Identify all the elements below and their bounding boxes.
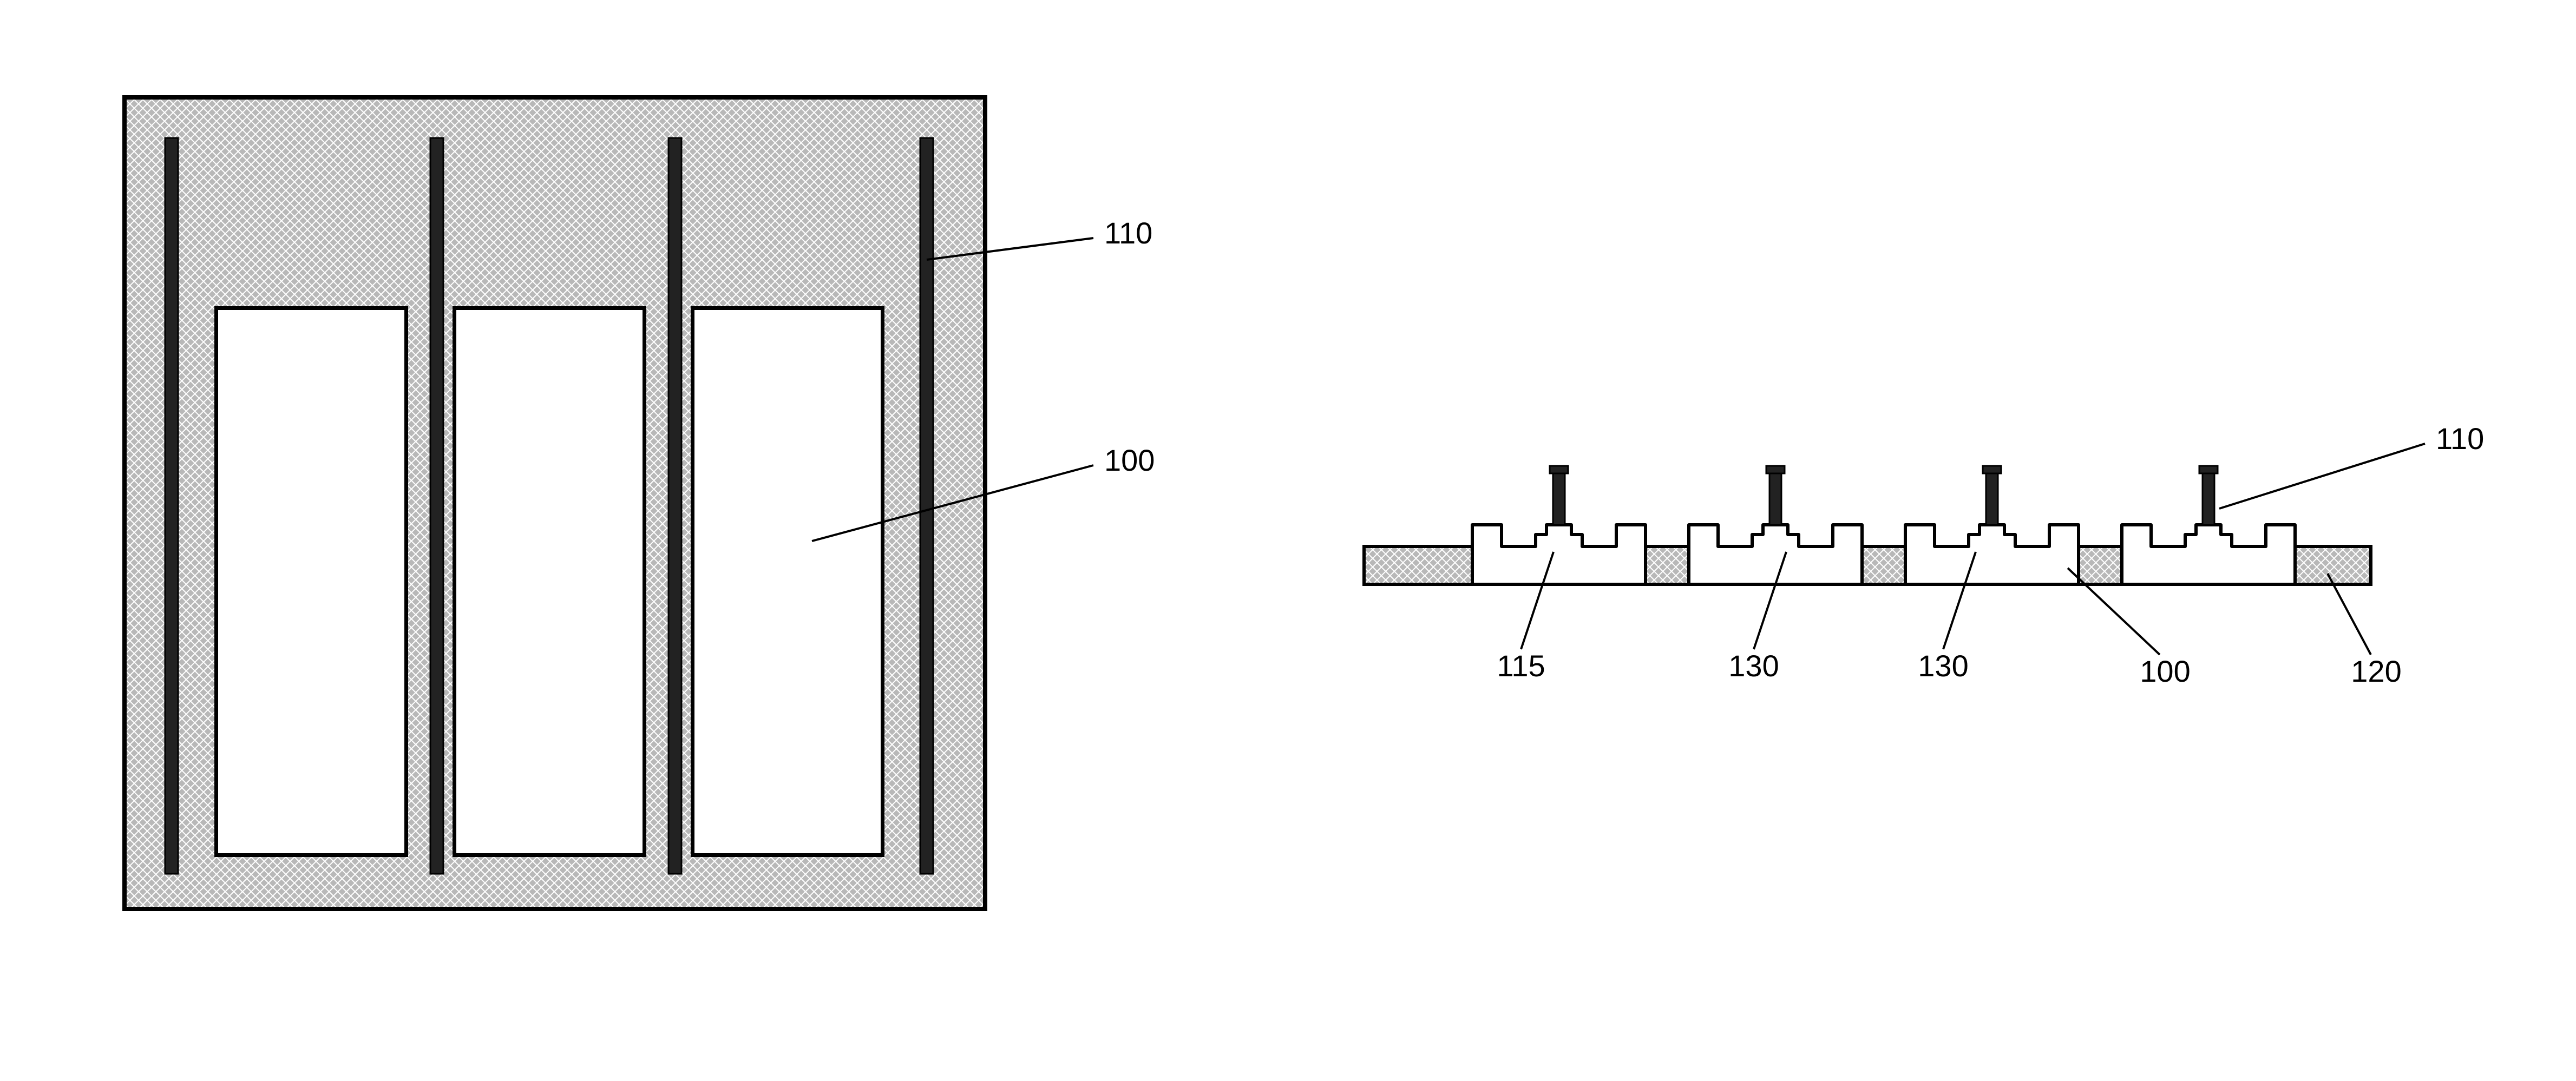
- callout-label: 100: [1104, 443, 1155, 477]
- plan-view: [124, 97, 985, 909]
- section-stud: [1553, 473, 1565, 525]
- section-profile: [2122, 525, 2295, 584]
- plan-cutout: [693, 308, 882, 855]
- plan-cutout: [455, 308, 644, 855]
- plan-cutout: [217, 308, 406, 855]
- callout-label: 110: [2436, 421, 2484, 456]
- callout-label: 130: [1728, 649, 1779, 683]
- section-profile: [1689, 525, 1862, 584]
- section-stud-head: [1766, 466, 1785, 473]
- section-profile: [1905, 525, 2079, 584]
- callout-label: 130: [1918, 649, 1968, 683]
- plan-slat: [165, 138, 178, 874]
- callout-label: 120: [2351, 654, 2401, 688]
- callout-label: 110: [1104, 216, 1152, 250]
- section-stud-head: [1550, 466, 1568, 473]
- plan-slat: [920, 138, 933, 874]
- plan-slat: [668, 138, 681, 874]
- section-stud-head: [2199, 466, 2218, 473]
- callout-label: 100: [2140, 654, 2190, 688]
- plan-slat: [430, 138, 443, 874]
- section-profile: [1472, 525, 1646, 584]
- callout-label: 115: [1497, 649, 1545, 683]
- section-stud: [2203, 473, 2214, 525]
- section-stud-head: [1983, 466, 2001, 473]
- section-stud: [1769, 473, 1781, 525]
- section-view: [1364, 466, 2371, 584]
- section-stud: [1986, 473, 1998, 525]
